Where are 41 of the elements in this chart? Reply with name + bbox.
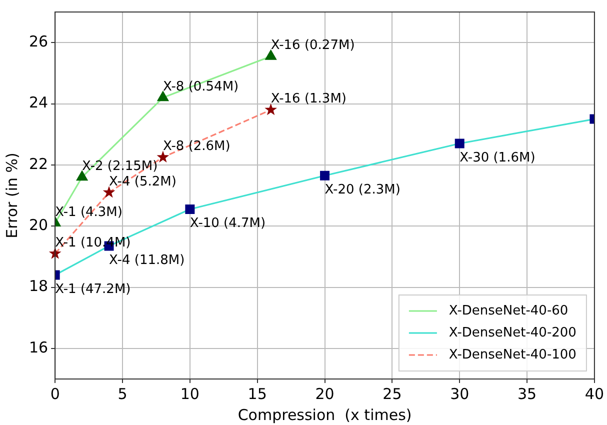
point — [156, 150, 170, 163]
point — [102, 186, 116, 198]
data-label: X-4 (5.2M) — [109, 174, 176, 190]
data-label: X-8 (0.54M) — [162, 80, 239, 95]
data-label: X-10 (4.7M) — [190, 216, 266, 232]
legend-label: X-DenseNet-40-60 — [448, 303, 568, 318]
x-tick-label: 5 — [118, 384, 128, 403]
point — [157, 91, 169, 102]
x-tick-label: 10 — [180, 384, 200, 403]
data-label: X-20 (2.3M) — [324, 182, 400, 198]
x-tick-label: 40 — [584, 384, 604, 403]
data-label: X-30 (1.6M) — [460, 150, 536, 166]
point — [265, 50, 277, 60]
y-tick-label: 20 — [28, 216, 48, 234]
data-label: X-16 (1.3M) — [270, 92, 347, 107]
y-tick-label: 26 — [28, 32, 48, 50]
y-tick-label: 22 — [28, 154, 48, 173]
data-label: X-16 (0.27M) — [270, 38, 355, 54]
data-label: X-1 (47.2M) — [55, 282, 131, 297]
data-label: X-2 (2.15M) — [82, 159, 158, 174]
point — [264, 103, 278, 116]
x-tick-label: 15 — [248, 384, 267, 403]
point — [185, 204, 195, 214]
data-label: X-8 (2.6M) — [162, 139, 230, 154]
x-axis-title: Compression (x times) — [238, 406, 412, 424]
x-tick-label: 25 — [382, 384, 402, 403]
x-tick-label: 30 — [450, 384, 470, 403]
x-tick-label: 20 — [315, 384, 334, 403]
y-tick-label: 24 — [28, 94, 48, 112]
legend-label: X-DenseNet-40-200 — [448, 325, 576, 340]
y-tick-label: 18 — [28, 277, 48, 296]
x-tick-label: 35 — [517, 384, 537, 403]
data-label: X-4 (11.8M) — [109, 252, 185, 268]
y-axis-title: Error (in %) — [2, 152, 21, 238]
y-tick-label: 16 — [28, 338, 48, 356]
point — [320, 170, 330, 180]
data-label: X-1 (4.3M) — [55, 204, 122, 220]
point — [76, 170, 88, 181]
x-tick-label: 0 — [50, 384, 60, 403]
point — [454, 138, 464, 148]
legend-label: X-DenseNet-40-100 — [448, 347, 576, 362]
